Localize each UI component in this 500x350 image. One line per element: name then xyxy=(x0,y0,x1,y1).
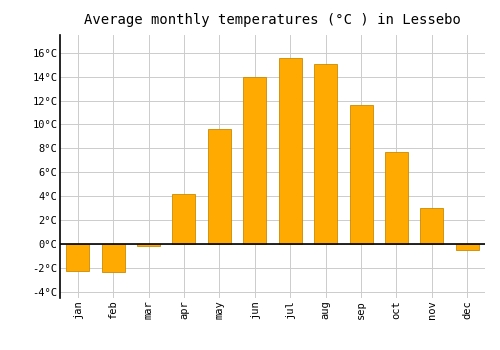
Bar xyxy=(385,152,408,244)
Bar xyxy=(278,58,301,244)
Bar xyxy=(244,77,266,244)
Bar xyxy=(66,244,89,271)
Bar xyxy=(172,194,196,244)
Bar xyxy=(456,244,479,250)
Bar xyxy=(102,244,124,272)
Bar xyxy=(420,208,444,244)
Title: Average monthly temperatures (°C ) in Lessebo: Average monthly temperatures (°C ) in Le… xyxy=(84,13,461,27)
Bar xyxy=(208,129,231,244)
Bar xyxy=(350,105,372,244)
Bar xyxy=(137,244,160,246)
Bar xyxy=(314,64,337,244)
